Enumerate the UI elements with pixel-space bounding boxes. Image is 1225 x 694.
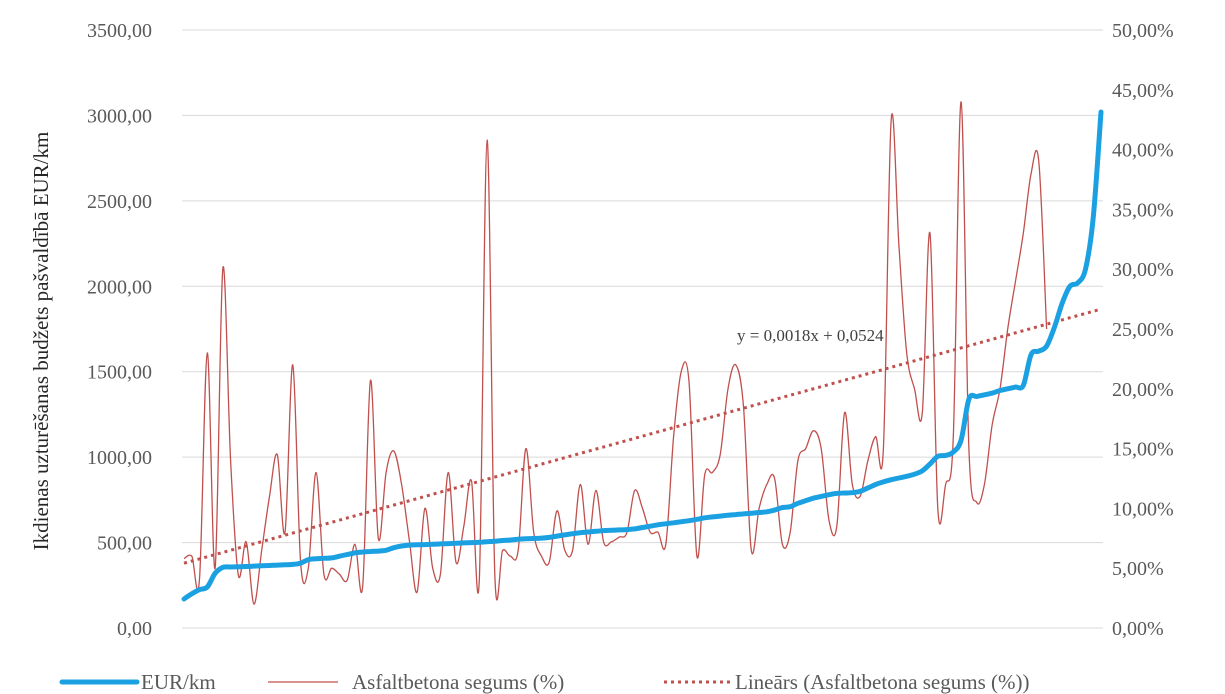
y2-tick-label: 50,00% [1112,20,1174,42]
y2-tick-label: 40,00% [1112,140,1174,162]
y2-tick-label: 20,00% [1112,379,1174,401]
y2-tick-label: 5,00% [1112,558,1164,580]
y2-tick-label: 25,00% [1112,319,1174,341]
y-tick-label: 2000,00 [87,276,152,298]
y2-tick-label: 0,00% [1112,618,1164,640]
y2-tick-label: 15,00% [1112,439,1174,461]
y2-tick-label: 30,00% [1112,259,1174,281]
plot-area [181,101,1104,605]
legend: EUR/km Asfaltbetona segums (%) Lineārs (… [59,670,1029,694]
trendline [183,307,1102,565]
y-tick-label: 2500,00 [87,191,152,213]
y-axis-label: Ikdienas uzturēšanas budžets pašvaldībā … [29,132,53,551]
y-tick-label: 3500,00 [87,20,152,42]
y2-tick-label: 45,00% [1112,80,1174,102]
trendline-equation: y = 0,0018x + 0,0524 [737,326,884,345]
y-tick-label: 1000,00 [87,447,152,469]
y-tick-label: 0,00 [117,618,152,640]
left-axis-ticks: 0,00 500,00 1000,00 1500,00 2000,00 2500,00 30… [87,20,152,640]
y2-tick-label: 35,00% [1112,199,1174,221]
legend-label-linears: Lineārs (Asfaltbetona segums (%)) [735,670,1029,694]
y-tick-label: 3000,00 [87,105,152,127]
y-tick-label: 1500,00 [87,362,152,384]
y2-tick-label: 10,00% [1112,498,1174,520]
right-axis-ticks: 0,00% 5,00% 10,00% 15,00% 20,00% 25,00% 30,00%… [1112,20,1174,640]
grid-lines [182,29,1103,629]
series-line-eur-km [181,109,1104,602]
legend-label-eur-km: EUR/km [141,670,216,694]
legend-label-asfaltbetona: Asfaltbetona segums (%) [352,670,564,694]
y-tick-label: 500,00 [97,533,152,555]
series-line-asfaltbetona [183,101,1048,605]
